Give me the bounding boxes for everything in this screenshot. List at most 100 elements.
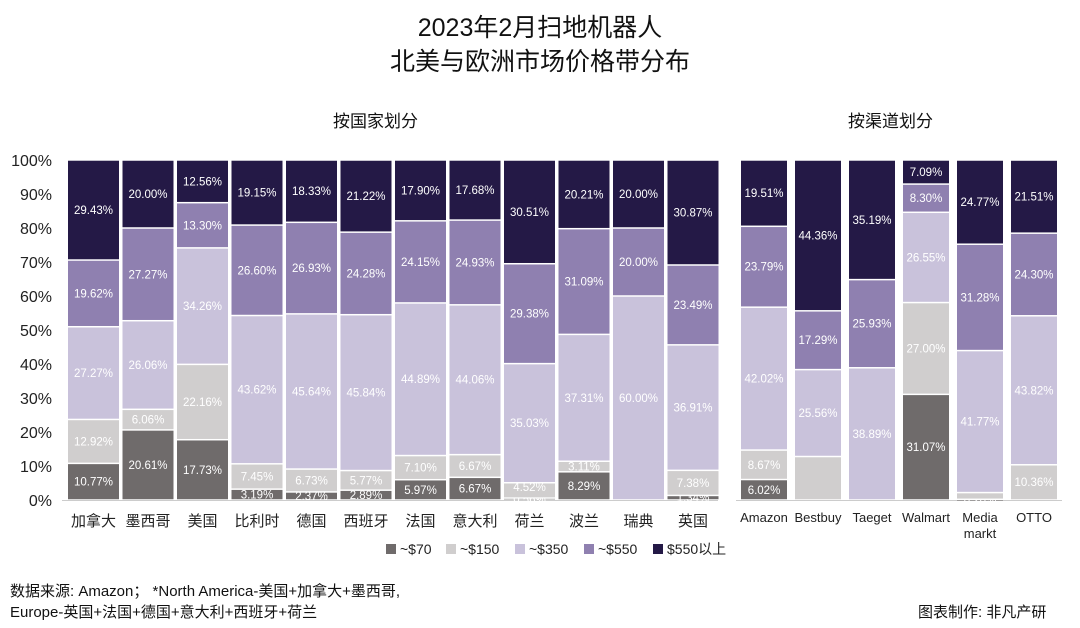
- data-label: 60.00%: [619, 393, 658, 405]
- legend-label: ~$550: [598, 541, 638, 557]
- data-label: 20.00%: [619, 189, 658, 201]
- bar-segment: [849, 368, 895, 500]
- bar-segment: [558, 461, 610, 472]
- bar-segment: [340, 232, 392, 314]
- bar-segment: [903, 160, 949, 184]
- data-label: 30.87%: [673, 208, 712, 220]
- bar-segment: [395, 160, 446, 221]
- bar-segment: [286, 492, 337, 500]
- bar-segment: [449, 305, 501, 454]
- bar-segment: [286, 223, 337, 314]
- bar-segment: [957, 244, 1003, 350]
- bar-segment: [667, 345, 719, 470]
- data-label: 24.77%: [960, 197, 999, 209]
- bar-segment: [558, 472, 610, 500]
- data-label: 20.21%: [564, 189, 603, 201]
- data-label: 23.79%: [744, 262, 783, 274]
- y-tick-label: 30%: [20, 391, 52, 408]
- data-label: 6.67%: [459, 484, 492, 496]
- data-label: 23.49%: [673, 300, 712, 312]
- data-label: 26.55%: [906, 252, 945, 264]
- y-tick-label: 0%: [29, 493, 52, 510]
- bar-segment: [741, 480, 787, 500]
- legend-swatch: [446, 544, 456, 554]
- data-label: 27.27%: [74, 368, 113, 380]
- data-label: 31.09%: [564, 277, 603, 289]
- data-label: 20.00%: [128, 189, 167, 201]
- legend-swatch: [584, 544, 594, 554]
- data-label: 21.51%: [1014, 192, 1053, 204]
- data-label: 4.52%: [513, 482, 546, 494]
- legend-label: $550以上: [667, 541, 726, 557]
- data-label: 44.06%: [455, 375, 494, 387]
- bar-segment: [504, 498, 555, 500]
- x-tick-label: 加拿大: [71, 512, 116, 530]
- data-label: 13.30%: [183, 220, 222, 232]
- data-label: 17.73%: [183, 465, 222, 477]
- bar-segment: [504, 160, 555, 263]
- y-tick-label: 100%: [11, 153, 52, 170]
- x-tick-label: 德国: [296, 512, 326, 530]
- bar-segment: [177, 365, 228, 439]
- data-label: 26.93%: [292, 263, 331, 275]
- legend-label: ~$70: [400, 541, 432, 557]
- data-label: 26.60%: [237, 265, 276, 277]
- bar-segment: [903, 303, 949, 394]
- data-label: 34.26%: [183, 301, 222, 313]
- x-tick-label: 墨西哥: [125, 513, 170, 530]
- bar-segment: [1011, 160, 1057, 233]
- bar-segment: [849, 280, 895, 368]
- data-label: 19.62%: [74, 288, 113, 300]
- bar-segment: [558, 335, 610, 461]
- data-label: 2.89%: [350, 490, 383, 502]
- bar-segment: [558, 229, 610, 334]
- data-label: 7.09%: [910, 167, 943, 179]
- x-tick-label: 意大利: [452, 512, 497, 530]
- data-label: 7.45%: [241, 471, 274, 483]
- data-label: 12.56%: [183, 176, 222, 188]
- legend-label: ~$350: [529, 541, 569, 557]
- bar-segment: [795, 457, 841, 500]
- data-label: 24.93%: [455, 257, 494, 269]
- y-tick-label: 40%: [20, 357, 52, 374]
- x-tick-label: markt: [964, 526, 997, 541]
- data-label: 24.28%: [346, 268, 385, 280]
- x-tick-label: Amazon: [740, 510, 788, 525]
- bar-segment: [68, 160, 119, 260]
- bar-segment: [957, 500, 1003, 501]
- x-tick-label: 荷兰: [514, 513, 544, 530]
- data-label: 6.67%: [459, 461, 492, 473]
- bar-segment: [667, 160, 719, 265]
- chart-title-line1: 2023年2月扫地机器人: [417, 14, 663, 42]
- bar-segment: [741, 307, 787, 450]
- data-label: 2.37%: [295, 491, 328, 503]
- bar-segment: [122, 228, 174, 320]
- x-tick-label: 瑞典: [623, 513, 653, 530]
- bar-segment: [340, 160, 392, 232]
- data-label: 8.30%: [910, 193, 943, 205]
- credit: 图表制作: 非凡产研: [918, 604, 1047, 621]
- data-label: 45.64%: [292, 386, 331, 398]
- y-tick-label: 60%: [20, 289, 52, 306]
- data-label: 7.38%: [677, 478, 710, 490]
- data-label: 10.77%: [74, 477, 113, 489]
- y-tick-label: 90%: [20, 187, 52, 204]
- left-chart-title: 按国家划分: [333, 112, 418, 131]
- bar-segment: [122, 430, 174, 500]
- data-label: 38.89%: [852, 429, 891, 441]
- x-tick-label: 法国: [405, 513, 435, 530]
- bar-segment: [177, 248, 228, 364]
- data-label: 30.51%: [510, 207, 549, 219]
- bar-segment: [667, 471, 719, 495]
- bar-segment: [667, 265, 719, 345]
- bar-segment: [395, 480, 446, 500]
- data-label: 29.38%: [510, 309, 549, 321]
- bar-segment: [1011, 233, 1057, 316]
- y-tick-label: 10%: [20, 459, 52, 476]
- bar-segment: [68, 420, 119, 463]
- source-line1: 数据来源: Amazon； *North America-美国+加拿大+墨西哥,: [10, 583, 401, 600]
- data-label: 43.62%: [237, 385, 276, 397]
- data-label: 12.92%: [74, 436, 113, 448]
- data-label: 17.68%: [455, 185, 494, 197]
